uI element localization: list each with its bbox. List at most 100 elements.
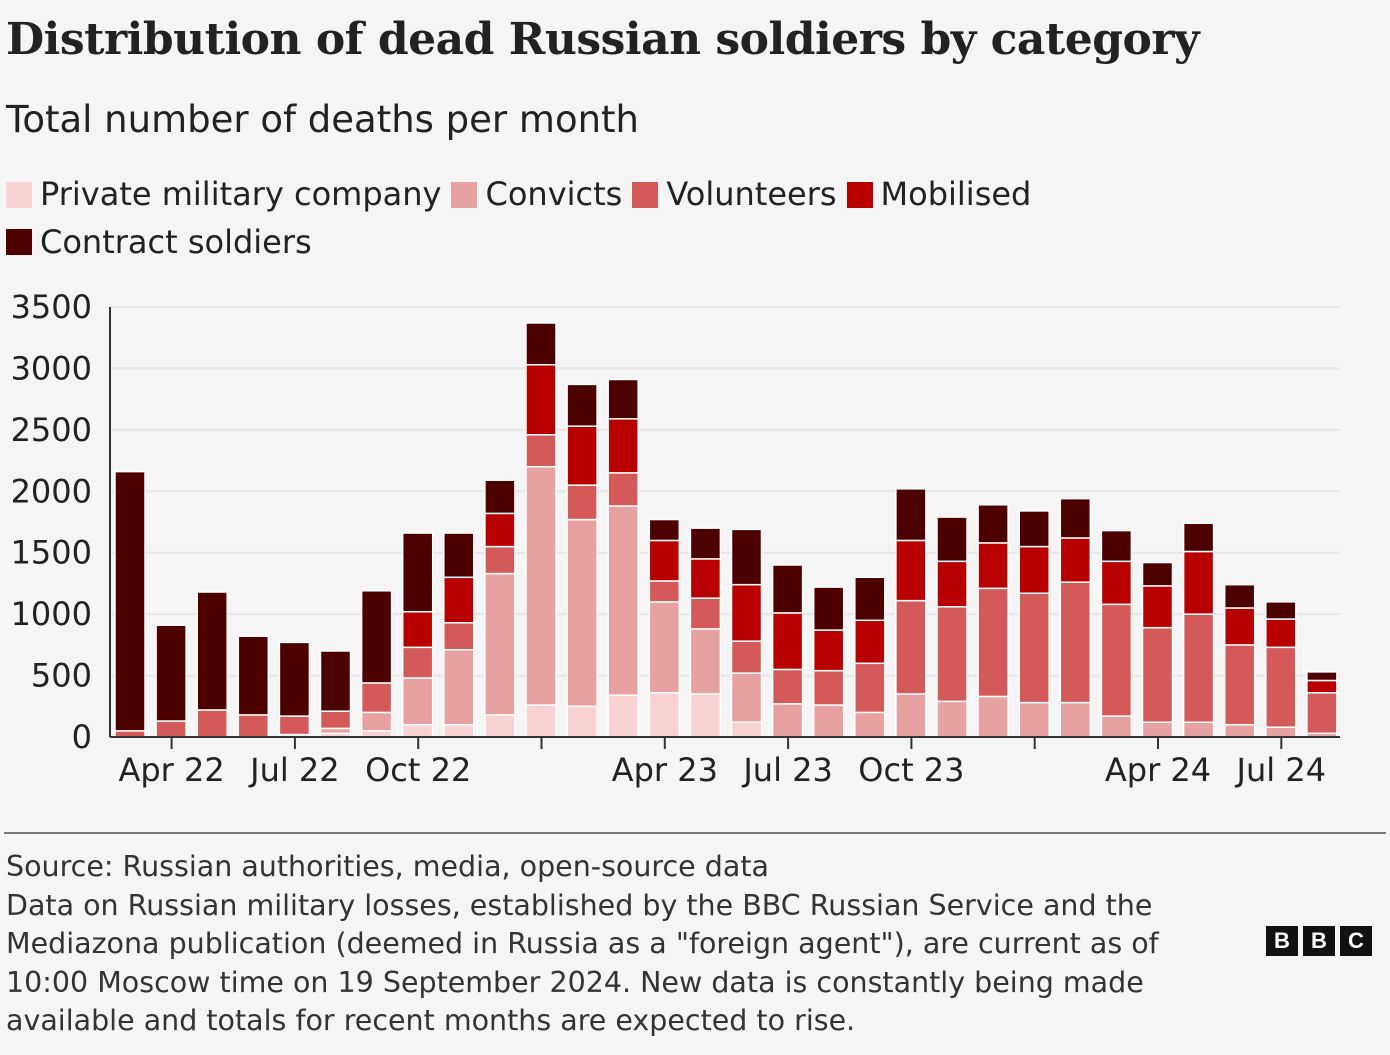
bar-segment [1100,560,1133,606]
bar-segment [566,484,598,521]
bar-segment [607,694,639,738]
source-text: Source: Russian authorities, media, open… [6,850,769,883]
bar-segment [1018,510,1050,548]
chart-title: Distribution of dead Russian soldiers by… [6,14,1200,65]
bar-segment [730,721,763,738]
bar-segment [196,709,228,738]
bar-segment [1265,646,1297,728]
bar-segment [1182,613,1215,724]
bar-segment [484,545,516,575]
bar-segment [525,363,557,436]
bar-segment [1141,585,1174,629]
legend-item: Convicts [451,172,622,217]
bar-segment [566,425,598,486]
bar-segment [196,591,228,711]
bar-segment [484,479,516,515]
bar-segment [936,606,968,703]
bar-segment [895,599,927,695]
x-tick-label: Oct 23 [858,751,964,789]
bar-segment [771,564,804,614]
bar-segment [443,621,475,651]
bar-segment [278,715,311,736]
bar-segment [401,646,434,679]
bar-segment [977,504,1009,544]
bar-segment [854,576,886,622]
bar-segment [730,640,763,674]
x-tick-label: Jul 23 [741,751,833,789]
bar-segment [1182,550,1215,615]
bar-segment [854,711,886,738]
bar-segment [771,668,804,705]
bar-segment [1265,601,1297,620]
bar-segment [689,628,722,695]
bar-segment [484,572,516,716]
bar-segment [1100,603,1133,717]
bar-segment [1182,721,1215,738]
y-tick-label: 1500 [11,534,92,572]
y-tick-label: 0 [72,718,92,756]
bar-segment [812,704,845,738]
legend-label: Convicts [485,175,623,213]
bar-segment [401,723,434,738]
bar-segment [360,682,393,714]
note-line: available and totals for recent months a… [6,1004,856,1037]
bar-segment [1306,679,1338,694]
bar-segment [1265,618,1297,649]
legend-item: Mobilised [846,172,1032,217]
bar-segment [319,710,352,730]
bar-segment [443,649,475,726]
legend-swatch [6,229,32,255]
bar-segment [566,705,598,738]
bar-segment [1059,497,1092,539]
bar-segment [525,465,557,706]
bar-segment [936,516,968,563]
bar-segment [401,532,434,613]
y-tick-label: 3000 [11,349,92,387]
bar-segment [812,669,845,706]
bar-segment [648,518,681,542]
bar-segment [977,695,1009,738]
footer-divider [4,832,1386,834]
bar-segment [936,700,968,738]
bar-segment [525,322,557,366]
bar-segment [689,597,722,630]
x-tick-label: Apr 22 [118,751,224,789]
note-line: Mediazona publication (deemed in Russia … [6,927,1159,960]
legend-swatch [6,181,32,208]
x-tick-label: Jul 22 [248,751,340,789]
bbc-logo: B B C [1266,926,1372,956]
y-tick-label: 3500 [11,288,92,326]
legend-label: Private military company [40,175,442,213]
legend-label: Volunteers [666,175,837,213]
bar-segment [1018,701,1050,738]
bar-segment [360,590,393,684]
y-tick-label: 2500 [11,411,92,449]
bar-segment [525,704,557,738]
bar-segment [607,505,639,696]
bar-segment [771,703,804,738]
bar-segment [1018,592,1050,704]
bar-segment [155,720,187,738]
bar-segment [484,512,516,548]
bar-segment [1223,583,1256,609]
legend-swatch [451,181,478,208]
bar-segment [319,650,352,712]
legend-swatch [846,181,873,208]
bar-segment [1223,723,1256,738]
bar-segment [607,378,639,420]
bar-segment [1265,726,1297,738]
bar-segment [607,472,639,507]
bar-segment [237,635,270,716]
bar-segment [936,560,968,608]
footer: Source: Russian authorities, media, open… [6,848,1236,1041]
bar-segment [977,587,1009,698]
bar-segment [443,723,475,738]
bar-segment [895,693,927,738]
bar-segment [1182,522,1215,553]
legend: Private military company Convicts Voluntee… [6,172,1206,267]
bar-segment [1100,529,1133,563]
bar-segment [895,488,927,542]
bar-segment [1223,644,1256,726]
legend-label: Mobilised [880,175,1032,213]
bar-segment [443,532,475,579]
